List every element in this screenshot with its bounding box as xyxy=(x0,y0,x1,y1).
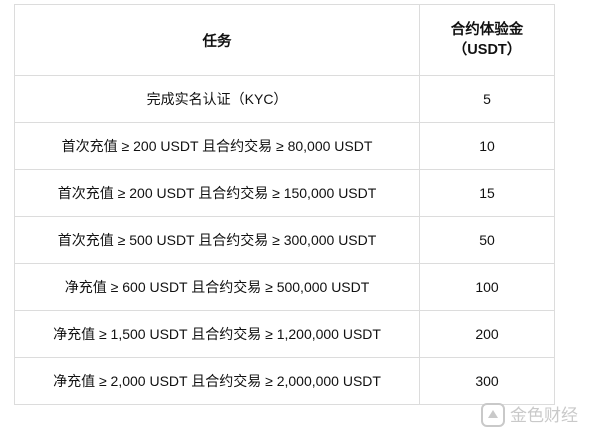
task-cell: 首次充值 ≥ 200 USDT 且合约交易 ≥ 150,000 USDT xyxy=(13,169,421,217)
amount-cell: 10 xyxy=(419,122,555,170)
header-row: 任务 合约体验金（USDT） xyxy=(13,4,555,76)
amount-cell: 200 xyxy=(419,310,555,358)
table-row: 首次充值 ≥ 200 USDT 且合约交易 ≥ 150,000 USDT 15 xyxy=(13,169,555,217)
table-row: 净充值 ≥ 1,500 USDT 且合约交易 ≥ 1,200,000 USDT 2… xyxy=(13,310,555,358)
watermark-logo xyxy=(481,403,505,427)
task-table: 任务 合约体验金（USDT） 完成实名认证（KYC） 5 首次充值 ≥ 200 US… xyxy=(13,4,555,405)
watermark-text: 金色财经 xyxy=(510,406,578,426)
table-row: 净充值 ≥ 2,000 USDT 且合约交易 ≥ 2,000,000 USDT 3… xyxy=(13,357,555,405)
task-cell: 首次充值 ≥ 200 USDT 且合约交易 ≥ 80,000 USDT xyxy=(13,122,421,170)
table-body: 完成实名认证（KYC） 5 首次充值 ≥ 200 USDT 且合约交易 ≥ 80,0… xyxy=(13,75,555,405)
watermark: 金色财经 xyxy=(481,403,578,427)
amount-cell: 100 xyxy=(419,263,555,311)
amount-cell: 300 xyxy=(419,357,555,405)
task-cell: 净充值 ≥ 1,500 USDT 且合约交易 ≥ 1,200,000 USDT xyxy=(13,310,421,358)
amount-cell: 5 xyxy=(419,75,555,123)
header-text: 合约体验金（USDT） xyxy=(450,22,524,58)
amount-cell: 50 xyxy=(419,216,555,264)
amount-cell: 15 xyxy=(419,169,555,217)
task-cell: 净充值 ≥ 600 USDT 且合约交易 ≥ 500,000 USDT xyxy=(13,263,421,311)
table-row: 首次充值 ≥ 500 USDT 且合约交易 ≥ 300,000 USDT 50 xyxy=(13,216,555,264)
table-row: 净充值 ≥ 600 USDT 且合约交易 ≥ 500,000 USDT 100 xyxy=(13,263,555,311)
task-cell: 完成实名认证（KYC） xyxy=(13,75,421,123)
header-cell: 合约体验金（USDT） xyxy=(419,4,555,76)
table-row: 首次充值 ≥ 200 USDT 且合约交易 ≥ 80,000 USDT 10 xyxy=(13,122,555,170)
task-cell: 首次充值 ≥ 500 USDT 且合约交易 ≥ 300,000 USDT xyxy=(13,216,421,264)
task-cell: 净充值 ≥ 2,000 USDT 且合约交易 ≥ 2,000,000 USDT xyxy=(13,357,421,405)
table-row: 完成实名认证（KYC） 5 xyxy=(13,75,555,123)
watermark-logo-mark xyxy=(488,410,498,418)
header-cell: 任务 xyxy=(13,4,421,76)
